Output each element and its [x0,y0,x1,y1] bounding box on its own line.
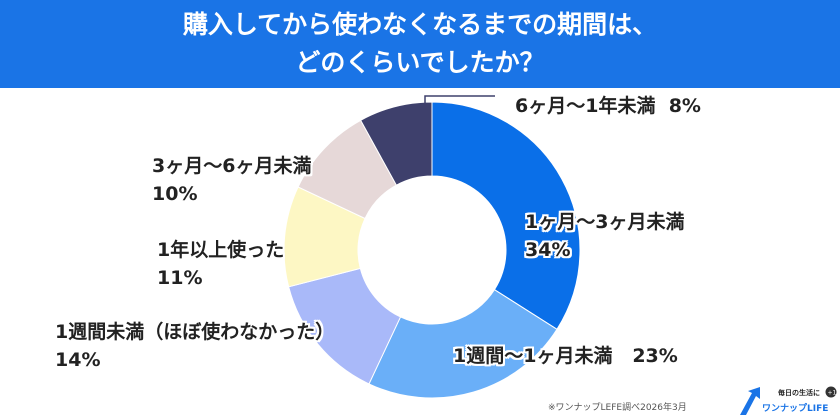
slice-5 [360,101,433,186]
label-3m-6m: 3ヶ月～6ヶ月未満 10% [152,155,312,205]
logo-arrow-icon [740,387,760,415]
label-under-1w: 1週間未満（ほぼ使わなかった） 14% [55,321,335,371]
logo-badge: +1 [828,390,837,397]
leader-line [424,95,495,103]
title-banner: 購入してから使わなくなるまでの期間は、 どのくらいでしたか？ [0,0,840,88]
title-line-1: 購入してから使わなくなるまでの期間は、 [182,10,658,39]
slice-0 [431,101,581,330]
title-line-2: どのくらいでしたか？ [295,48,545,77]
label-6m-1y: 6ヶ月～1年未満 8% [515,95,701,117]
logo: 毎日の生活に +1 ワンナップLIFE [740,386,837,415]
label-over-1y: 1年以上使った 11% [157,239,285,289]
label-1w-1m: 1週間～1ヶ月未満 23% [453,345,678,367]
label-1m-3m: 1ヶ月～3ヶ月未満 34% [525,211,685,261]
slice-1 [368,288,558,399]
logo-name: ワンナップLIFE [762,402,828,414]
logo-badge-circle [825,386,837,398]
footnote: ※ワンナップLEFE調べ2026年3月 [548,403,687,413]
logo-tagline: 毎日の生活に [778,388,820,397]
